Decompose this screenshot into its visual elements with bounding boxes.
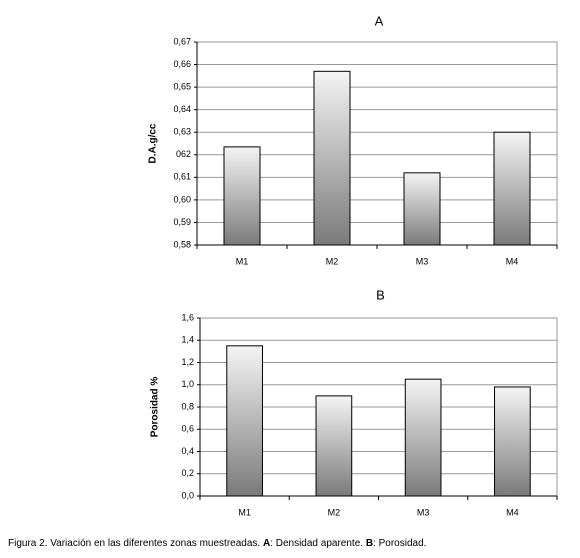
caption-part: A — [263, 538, 270, 549]
y-tick-label: 0,65 — [173, 81, 191, 91]
caption-part: : Porosidad. — [373, 538, 426, 549]
y-tick-label: 0,60 — [173, 194, 191, 204]
y-axis-label: Porosidad % — [150, 377, 161, 438]
y-tick-label: 0,67 — [173, 36, 191, 46]
y-tick-label: 0,6 — [181, 424, 194, 434]
y-tick-label: 0,2 — [181, 468, 194, 478]
y-tick-label: 0,64 — [173, 104, 191, 114]
x-tick-label: M4 — [506, 507, 519, 517]
y-tick-label: 1,2 — [181, 357, 194, 367]
y-axis-label: D.A.g/cc — [148, 123, 159, 163]
x-tick-label: M4 — [506, 256, 519, 266]
y-tick-label: 0,61 — [173, 172, 191, 182]
y-tick-label: 1,6 — [181, 312, 194, 322]
y-tick-label: 0,66 — [173, 59, 191, 69]
caption-part: Figura 2. Variación en las diferentes zo… — [8, 538, 263, 549]
x-tick-label: M3 — [417, 507, 430, 517]
y-tick-label: 0,8 — [181, 401, 194, 411]
bar — [404, 378, 442, 497]
bar — [403, 172, 441, 246]
chart-title: B — [376, 287, 385, 302]
y-tick-label: 0,59 — [173, 217, 191, 227]
y-tick-label: 0,4 — [181, 446, 194, 456]
y-tick-label: 1,0 — [181, 379, 194, 389]
caption: Figura 2. Variación en las diferentes zo… — [8, 538, 426, 549]
caption-part: : Densidad aparente. — [270, 538, 366, 549]
x-tick-label: M2 — [328, 507, 341, 517]
bar — [494, 386, 531, 497]
y-tick-label: 0,58 — [173, 239, 191, 249]
bar — [315, 395, 353, 497]
x-tick-label: M3 — [416, 256, 429, 266]
y-tick-label: 062 — [176, 149, 191, 159]
bar — [226, 345, 263, 497]
x-tick-label: M2 — [326, 256, 339, 266]
bar — [313, 70, 351, 246]
x-tick-label: M1 — [236, 256, 249, 266]
y-tick-label: 0,63 — [173, 127, 191, 137]
bar — [493, 131, 531, 246]
bar — [223, 146, 261, 246]
x-tick-label: M1 — [238, 507, 251, 517]
chart-title: A — [375, 13, 384, 28]
y-tick-label: 0,0 — [181, 490, 194, 500]
y-tick-label: 1,4 — [181, 335, 194, 345]
caption-part: B — [366, 538, 373, 549]
